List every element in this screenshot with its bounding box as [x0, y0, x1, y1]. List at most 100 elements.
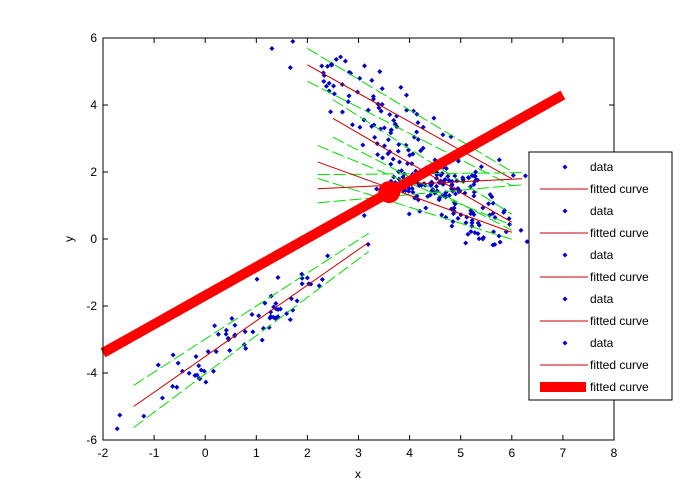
fitted-curve [307, 64, 513, 180]
data-point [460, 176, 466, 182]
data-point [345, 99, 351, 105]
data-point [266, 324, 272, 330]
data-point [450, 219, 456, 225]
data-point [469, 220, 475, 226]
data-point [473, 169, 479, 175]
confidence-bound [133, 232, 369, 386]
data-point [398, 84, 404, 90]
x-tick-label: 5 [457, 446, 464, 460]
legend-entry: fitted curve [540, 314, 649, 328]
data-point [325, 63, 331, 69]
data-point [329, 61, 335, 67]
data-point [369, 123, 375, 129]
data-point [304, 275, 310, 281]
legend-marker [562, 340, 568, 346]
data-point [223, 327, 229, 333]
legend-entry: fitted curve [540, 270, 649, 284]
data-point [471, 173, 477, 179]
legend-entry: fitted curve [540, 182, 649, 196]
legend-label: data [590, 292, 614, 306]
data-point [175, 360, 181, 366]
data-point [323, 83, 329, 89]
data-point [463, 220, 469, 226]
data-point [397, 159, 403, 165]
data-point [374, 186, 380, 192]
data-point [390, 156, 396, 162]
data-point [360, 142, 366, 148]
data-point [275, 274, 281, 280]
legend-box [528, 151, 673, 401]
data-point [273, 300, 279, 306]
fit-layer [133, 47, 523, 429]
data-point [333, 56, 339, 62]
data-point [411, 134, 417, 140]
data-point [361, 213, 367, 219]
fitted-curve [317, 161, 512, 233]
data-point [425, 193, 431, 199]
legend-label: fitted curve [590, 380, 649, 394]
data-point [471, 193, 477, 199]
data-point [223, 331, 229, 337]
legend-marker [562, 252, 568, 258]
data-point [416, 183, 422, 189]
data-point [403, 142, 409, 148]
data-point [290, 38, 296, 44]
data-point [452, 191, 458, 197]
data-point [114, 426, 120, 432]
legend-entry: fitted curve [540, 380, 649, 394]
data-point [328, 109, 334, 115]
legend: data fitted curve data fitted curve data fitt… [528, 151, 673, 401]
data-point [141, 413, 147, 419]
data-point [242, 329, 248, 335]
scatter-layer [114, 38, 530, 432]
data-point [396, 141, 402, 147]
data-point [376, 105, 382, 111]
data-point [420, 145, 426, 151]
data-point [385, 137, 391, 143]
x-tick-label: 4 [406, 446, 413, 460]
data-point [299, 281, 305, 287]
legend-label: data [590, 336, 614, 350]
data-point [117, 412, 123, 418]
confidence-bound [317, 184, 523, 204]
data-point [403, 92, 409, 98]
data-point [436, 197, 442, 203]
data-point [450, 211, 456, 217]
x-tick-label: 7 [560, 446, 567, 460]
data-point [339, 109, 345, 115]
data-point [497, 239, 503, 245]
data-point [205, 349, 211, 355]
data-point [524, 239, 530, 245]
data-point [455, 215, 461, 221]
x-tick-label: 3 [355, 446, 362, 460]
data-point [159, 395, 165, 401]
data-point [415, 136, 421, 142]
data-point [346, 93, 352, 99]
data-point [440, 132, 446, 138]
legend-entry: fitted curve [540, 226, 649, 240]
data-point [321, 78, 327, 84]
data-point [370, 93, 376, 99]
data-point [439, 212, 445, 218]
data-point [331, 83, 337, 89]
fitted-curve [317, 178, 523, 190]
confidence-bound [307, 80, 513, 187]
legend-label: data [590, 160, 614, 174]
data-point [342, 58, 348, 64]
confidence-bound [307, 47, 513, 173]
legend-entries: data fitted curve data fitted curve data fitt… [540, 160, 649, 394]
legend-marker [562, 208, 568, 214]
y-tick-label: 4 [90, 98, 97, 112]
data-point [371, 96, 377, 102]
data-point [391, 117, 397, 123]
data-point [507, 221, 513, 227]
data-point [203, 379, 209, 385]
data-point [378, 108, 384, 114]
legend-label: fitted curve [590, 270, 649, 284]
data-point [319, 63, 325, 69]
data-point [229, 315, 235, 321]
data-point [256, 313, 262, 319]
data-point [415, 120, 421, 126]
y-tick-label: 2 [90, 165, 97, 179]
